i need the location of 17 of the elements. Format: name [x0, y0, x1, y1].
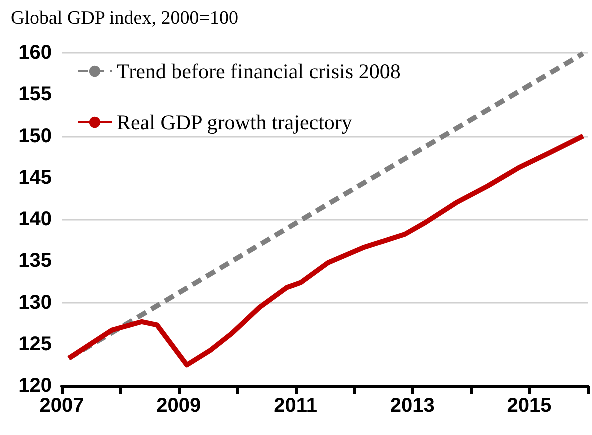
- legend-label: Real GDP growth trajectory: [117, 110, 353, 134]
- x-tick-label: 2015: [507, 395, 552, 417]
- x-tick-label: 2013: [390, 395, 435, 417]
- y-tick-label: 125: [18, 333, 52, 356]
- x-tick-label: 2009: [156, 395, 202, 417]
- legend-label: Trend before financial crisis 2008: [117, 60, 401, 84]
- x-tick-label: 2011: [274, 395, 318, 417]
- y-tick-label: 130: [18, 292, 52, 314]
- y-tick-label: 140: [18, 208, 52, 230]
- y-tick-label: 155: [18, 84, 52, 106]
- chart-title: Global GDP index, 2000=100: [11, 8, 238, 29]
- y-tick-label: 135: [18, 250, 52, 272]
- y-tick-label: 160: [18, 42, 52, 64]
- y-tick-label: 120: [18, 375, 52, 397]
- y-tick-label: 150: [18, 125, 52, 148]
- x-tick-label: 2007: [40, 395, 84, 417]
- y-tick-label: 145: [18, 166, 52, 189]
